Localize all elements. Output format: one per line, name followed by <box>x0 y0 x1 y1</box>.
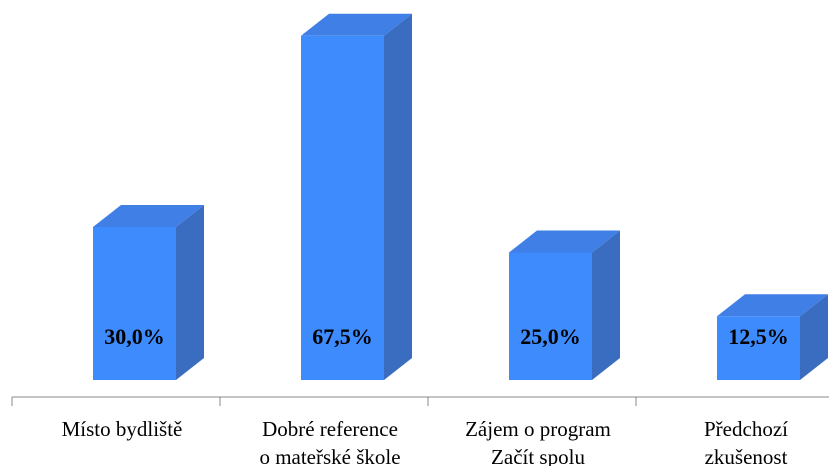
bar <box>509 230 620 380</box>
bar-top <box>301 13 412 36</box>
value-label: 67,5% <box>312 324 373 349</box>
value-label: 25,0% <box>520 324 581 349</box>
bar-side <box>592 230 620 380</box>
bar-side <box>800 294 828 380</box>
value-label: 30,0% <box>104 324 165 349</box>
x-tick-label: Předchozí <box>704 417 788 441</box>
x-tick-label: Začít spolu <box>491 445 585 466</box>
x-tick-label: o mateřské škole <box>259 445 400 466</box>
bar-front <box>717 316 800 380</box>
bar <box>717 294 828 380</box>
bar <box>93 205 204 380</box>
x-tick-label: Dobré reference <box>262 417 398 441</box>
bar <box>301 13 412 380</box>
bar-front <box>509 252 592 380</box>
bar-top <box>509 230 620 253</box>
value-label: 12,5% <box>728 324 789 349</box>
bar-side <box>384 13 412 380</box>
bar-side <box>176 205 204 380</box>
x-tick-label: Místo bydliště <box>62 417 183 441</box>
bar-front <box>301 35 384 380</box>
axis-ticks <box>11 397 637 406</box>
x-tick-label: Zájem o program <box>465 417 611 441</box>
x-tick-label: zkušenost <box>705 445 788 466</box>
bar-top <box>93 205 204 227</box>
bar-top <box>717 294 828 317</box>
bar-front <box>93 227 176 380</box>
